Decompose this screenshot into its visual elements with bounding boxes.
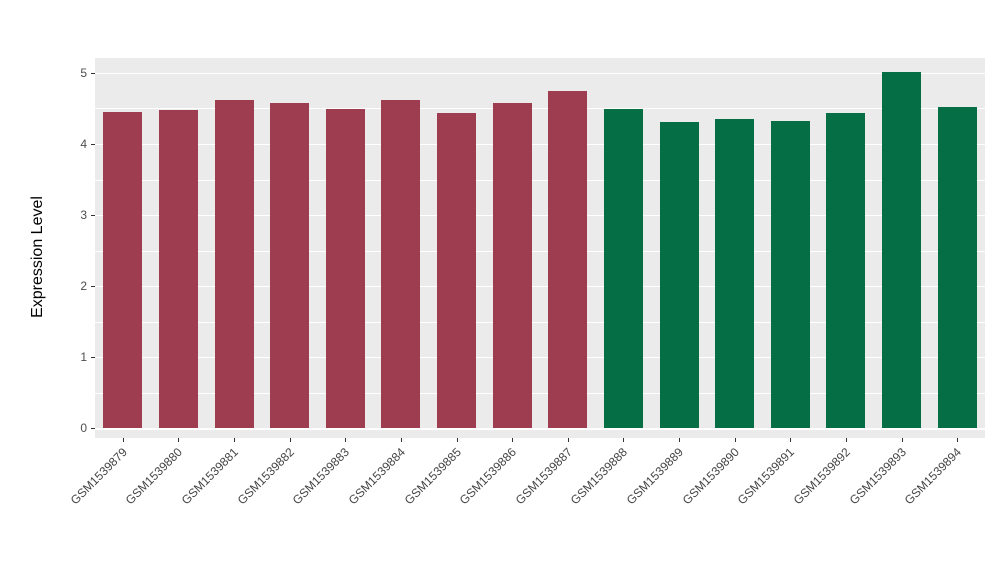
bar-GSM1539882: [270, 102, 310, 429]
bar-GSM1539883: [325, 109, 365, 429]
y-tick-mark: [91, 72, 95, 74]
x-tick-label: GSM1539881: [178, 445, 241, 508]
bar-GSM1539880: [158, 109, 198, 429]
bar-GSM1539893: [882, 72, 922, 429]
x-tick-label: GSM1539883: [289, 445, 353, 508]
bar-GSM1539889: [659, 121, 699, 429]
x-tick-label: GSM1539884: [345, 445, 408, 508]
bar-GSM1539887: [548, 90, 588, 429]
gridline-major: [95, 215, 985, 217]
x-tick-label: GSM1539888: [568, 445, 631, 508]
x-tick-mark: [512, 438, 514, 442]
x-tick-label: GSM1539889: [623, 445, 686, 508]
y-tick-mark: [91, 428, 95, 430]
x-tick-mark: [289, 438, 291, 442]
gridline-minor: [95, 321, 985, 323]
x-tick-mark: [957, 438, 959, 442]
gridline-minor: [95, 108, 985, 110]
bar-GSM1539885: [437, 113, 477, 429]
x-tick-mark: [122, 438, 124, 442]
x-tick-mark: [845, 438, 847, 442]
gridline-minor: [95, 250, 985, 252]
x-tick-label: GSM1539893: [846, 445, 909, 508]
gridline-major: [95, 144, 985, 146]
bar-GSM1539886: [492, 102, 532, 429]
gridline-major: [95, 286, 985, 288]
bar-GSM1539892: [826, 112, 866, 429]
x-tick-mark: [178, 438, 180, 442]
y-tick-label: 0: [80, 421, 87, 436]
x-tick-mark: [456, 438, 458, 442]
gridline-minor: [95, 179, 985, 181]
y-tick-label: 5: [80, 65, 87, 80]
y-tick-label: 4: [80, 137, 87, 152]
bar-GSM1539890: [715, 119, 755, 429]
x-tick-label: GSM1539892: [790, 445, 853, 508]
x-tick-mark: [345, 438, 347, 442]
x-tick-mark: [679, 438, 681, 442]
y-tick-mark: [91, 357, 95, 359]
y-tick-mark: [91, 215, 95, 217]
bar-GSM1539881: [214, 99, 254, 429]
x-tick-label: GSM1539879: [67, 445, 130, 508]
x-tick-label: GSM1539886: [456, 445, 520, 508]
x-tick-label: GSM1539887: [512, 445, 575, 508]
bar-GSM1539891: [770, 121, 810, 429]
y-tick-label: 1: [80, 350, 87, 365]
y-tick-mark: [91, 144, 95, 146]
gridline-minor: [95, 392, 985, 394]
x-tick-label: GSM1539880: [123, 445, 186, 508]
bar-GSM1539888: [603, 109, 643, 429]
x-tick-mark: [234, 438, 236, 442]
plot-panel: [95, 58, 985, 438]
bar-GSM1539894: [937, 107, 977, 429]
gridline-major: [95, 428, 985, 430]
x-tick-label: GSM1539882: [234, 445, 297, 508]
gridline-major: [95, 72, 985, 75]
x-tick-label: GSM1539890: [679, 445, 742, 508]
x-tick-mark: [901, 438, 903, 442]
x-tick-mark: [734, 438, 736, 442]
bar-GSM1539884: [381, 99, 421, 429]
x-tick-label: GSM1539894: [901, 445, 965, 508]
x-tick-mark: [400, 438, 402, 442]
bar-GSM1539879: [103, 112, 143, 429]
x-tick-mark: [567, 438, 569, 442]
x-tick-mark: [623, 438, 625, 442]
y-tick-mark: [91, 286, 95, 288]
y-tick-label: 2: [80, 279, 87, 294]
y-tick-label: 3: [80, 208, 87, 223]
x-tick-label: GSM1539885: [401, 445, 464, 508]
gridline-major: [95, 357, 985, 359]
x-tick-label: GSM1539891: [734, 445, 798, 508]
x-tick-mark: [790, 438, 792, 442]
y-axis-title: Expression Level: [29, 196, 46, 318]
